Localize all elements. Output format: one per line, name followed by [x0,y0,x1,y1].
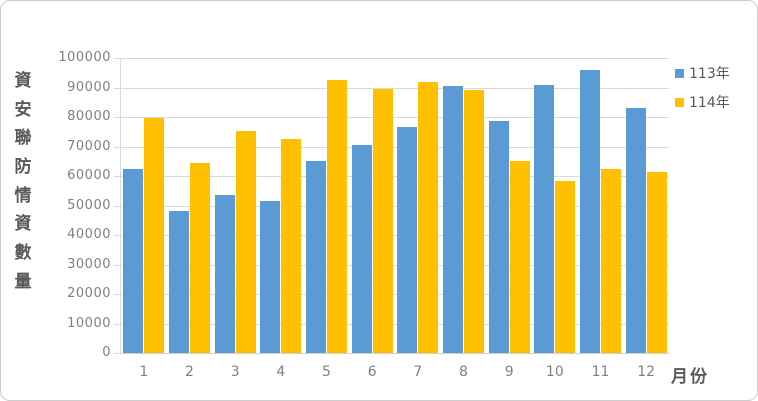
bar-113年-month-2 [169,211,189,353]
legend-label: 113年 [689,66,730,82]
gridline-20000 [121,294,669,295]
y-tick-mark [114,146,121,148]
x-tick-label-12: 12 [637,364,656,380]
legend-swatch-icon [675,68,684,78]
y-axis-title-char: 安 [14,99,32,120]
y-axis-title-char: 防 [14,157,32,178]
gridline-60000 [121,176,669,177]
x-tick-label-10: 10 [545,364,564,380]
gridline-70000 [121,146,669,148]
x-tick-label-8: 8 [459,364,468,380]
bar-113年-month-11 [580,69,600,353]
plot-area [121,58,669,353]
y-tick-label-40000: 40000 [67,227,111,242]
y-tick-label-20000: 20000 [67,286,111,301]
y-tick-label-60000: 60000 [67,168,111,183]
gridline-100000 [121,58,669,59]
gridline-80000 [121,117,669,118]
x-axis-title: 月份 [671,367,709,387]
y-tick-mark [114,264,121,266]
y-tick-mark [114,58,121,59]
y-axis-title-char: 情 [14,185,32,206]
y-tick-mark [114,117,121,118]
y-axis-title-char: 量 [14,271,32,292]
bar-114年-month-1 [144,118,165,353]
legend-swatch-icon [675,97,684,107]
gridline-10000 [121,323,669,325]
y-tick-mark [114,294,121,295]
y-tick-label-100000: 100000 [58,50,111,65]
y-axis-title-char: 資 [14,71,32,91]
y-axis-title: 資安聯防情資數量 [13,69,33,299]
legend: 113年 114年 [675,63,730,112]
gridline-90000 [121,87,669,89]
bar-113年-month-3 [214,195,235,353]
bar-113年-month-1 [123,168,144,353]
x-tick-label-11: 11 [591,364,610,380]
bar-113年-month-9 [488,121,509,353]
y-tick-label-30000: 30000 [67,256,111,272]
bar-113年-month-4 [260,201,281,353]
bar-113年-month-6 [351,145,372,353]
gridline-50000 [121,205,669,207]
y-tick-label-80000: 80000 [67,109,111,124]
y-tick-label-10000: 10000 [67,315,111,331]
gridline-30000 [121,264,669,266]
bar-114年-month-5 [327,80,347,353]
bar-114年-month-11 [601,168,621,353]
bar-114年-month-12 [646,171,667,353]
y-tick-mark [114,87,121,89]
bar-114年-month-2 [190,162,210,353]
bar-114年-month-3 [235,131,256,353]
bar-114年-month-8 [464,90,484,353]
bar-113年-month-12 [625,108,646,353]
y-axis-title-char: 資 [14,214,32,235]
y-tick-mark [114,205,121,207]
legend-item-114年: 114年 [675,92,730,112]
x-tick-label-2: 2 [185,364,194,380]
x-tick-label-6: 6 [367,364,377,380]
bar-114年-month-6 [372,89,393,353]
x-tick-label-1: 1 [139,364,149,380]
x-axis-line [121,353,669,354]
y-tick-mark [114,176,121,177]
bar-113年-month-5 [306,161,326,353]
x-tick-label-7: 7 [413,364,423,380]
bar-113年-month-7 [397,127,418,353]
y-tick-label-90000: 90000 [67,79,111,95]
legend-item-113年: 113年 [675,63,730,83]
y-axis-title-char: 數 [14,243,32,264]
y-tick-label-50000: 50000 [67,197,111,213]
y-tick-mark [114,235,121,236]
x-tick-label-9: 9 [504,364,514,380]
x-tick-label-5: 5 [322,364,331,380]
bar-114年-month-10 [555,181,576,353]
bar-113年-month-8 [443,86,463,353]
legend-label: 114年 [689,95,730,111]
y-axis-title-char: 聯 [14,128,32,149]
bar-114年-month-7 [418,81,439,353]
y-tick-label-0: 0 [102,345,111,360]
x-tick-label-3: 3 [230,364,240,380]
bar-113年-month-10 [534,85,555,353]
y-tick-label-70000: 70000 [67,138,111,154]
y-tick-mark [114,323,121,325]
y-tick-mark [114,353,121,354]
bar-114年-month-9 [509,160,530,353]
gridline-40000 [121,235,669,236]
x-tick-label-4: 4 [276,364,286,380]
bar-114年-month-4 [281,139,302,353]
